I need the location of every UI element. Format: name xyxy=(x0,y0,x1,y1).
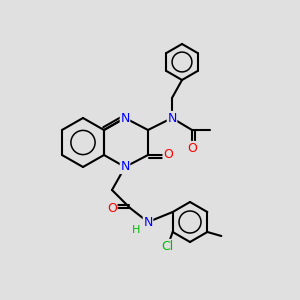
Text: N: N xyxy=(120,160,130,173)
Text: O: O xyxy=(107,202,117,214)
Text: O: O xyxy=(163,148,173,161)
Text: N: N xyxy=(120,112,130,124)
Text: O: O xyxy=(187,142,197,154)
Text: Cl: Cl xyxy=(162,239,174,253)
Text: H: H xyxy=(132,225,140,235)
Text: N: N xyxy=(167,112,177,124)
Text: N: N xyxy=(143,215,153,229)
